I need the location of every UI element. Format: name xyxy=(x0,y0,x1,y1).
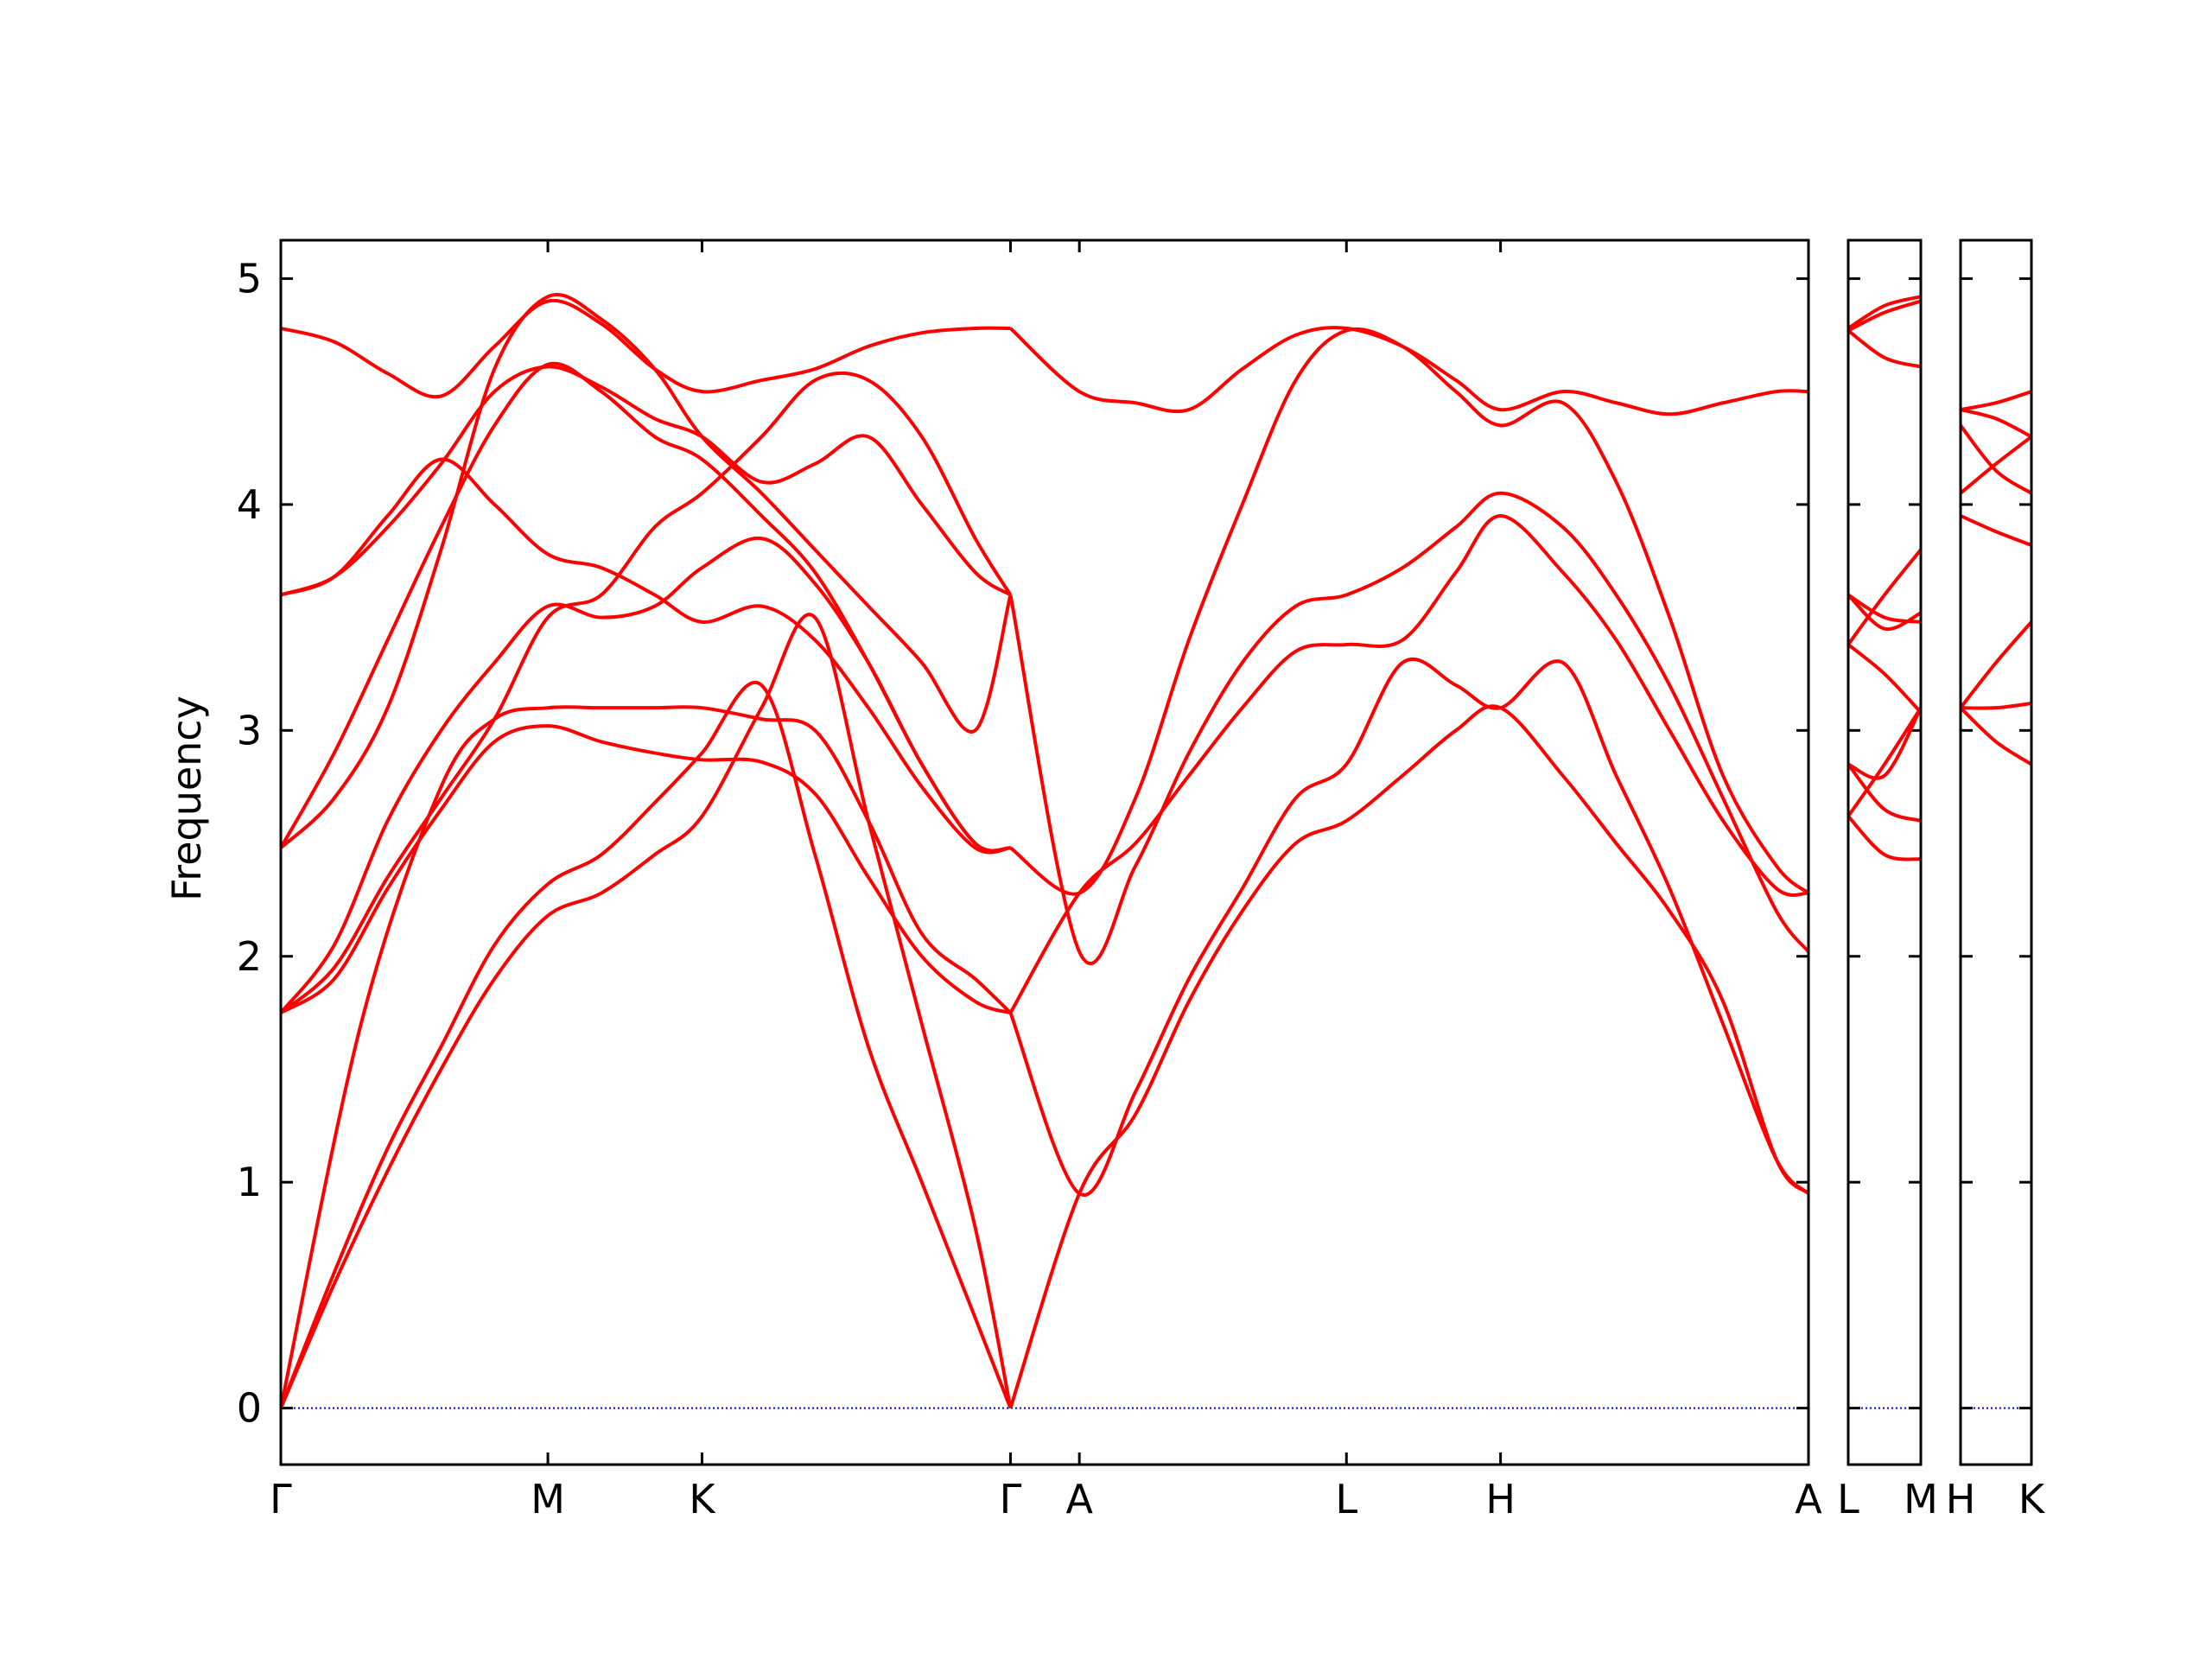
x-tick-label: L xyxy=(1335,1476,1357,1522)
band-line xyxy=(1848,643,1921,714)
band-line xyxy=(1008,657,1808,1197)
band-line xyxy=(1008,704,1808,1409)
x-tick-label: K xyxy=(2018,1476,2046,1522)
x-tick-label: A xyxy=(1795,1476,1822,1522)
y-tick-label: 1 xyxy=(237,1159,262,1205)
y-tick-label: 2 xyxy=(237,933,262,980)
y-tick-label: 0 xyxy=(237,1385,262,1432)
band-line xyxy=(1961,620,2031,709)
band-line xyxy=(1848,299,1921,333)
y-tick-label: 3 xyxy=(237,707,262,753)
band-line xyxy=(281,705,1012,1409)
band-line xyxy=(1848,593,1921,632)
y-tick-label: 5 xyxy=(237,255,262,302)
band-line xyxy=(281,613,1013,1409)
band-line xyxy=(1848,593,1921,624)
band-line xyxy=(1008,513,1808,1014)
band-line xyxy=(1848,707,1921,780)
band-line xyxy=(1961,706,2031,766)
band-line xyxy=(1848,295,1921,330)
band-line xyxy=(1009,327,1808,896)
band-line xyxy=(1961,390,2031,412)
band-line xyxy=(1961,701,2031,710)
band-line xyxy=(1848,763,1921,823)
band-line xyxy=(1009,326,1808,416)
x-tick-label: H xyxy=(1485,1476,1516,1522)
x-tick-label: M xyxy=(1904,1476,1938,1522)
panel-frame xyxy=(1847,238,1923,1466)
x-tick-label: Γ xyxy=(1000,1476,1022,1522)
y-axis-label: Frequency xyxy=(163,696,210,901)
band-line xyxy=(1008,491,1808,965)
band-line xyxy=(1961,514,2031,547)
x-tick-label: A xyxy=(1065,1476,1093,1522)
band-line xyxy=(1961,435,2031,495)
band-line xyxy=(281,457,1011,855)
x-tick-label: M xyxy=(531,1476,565,1522)
band-line xyxy=(1961,408,2031,439)
band-line xyxy=(1848,815,1921,861)
band-line xyxy=(281,361,1011,853)
x-tick-label: H xyxy=(1946,1476,1976,1522)
panel-frame xyxy=(1959,238,2033,1466)
x-tick-label: Γ xyxy=(270,1476,292,1522)
band-line xyxy=(281,681,1013,1409)
band-line xyxy=(281,372,1013,1014)
band-line xyxy=(281,724,1012,1015)
band-line xyxy=(281,293,1013,849)
band-line xyxy=(1848,548,1921,646)
y-tick-label: 4 xyxy=(237,481,262,528)
panel-frame xyxy=(279,238,1810,1466)
band-line xyxy=(1961,424,2031,495)
band-line xyxy=(281,365,1012,597)
band-line xyxy=(1848,707,1921,817)
band-line xyxy=(1848,328,1921,369)
band-line xyxy=(281,298,1011,399)
x-tick-label: L xyxy=(1837,1476,1859,1522)
x-tick-label: K xyxy=(689,1476,716,1522)
